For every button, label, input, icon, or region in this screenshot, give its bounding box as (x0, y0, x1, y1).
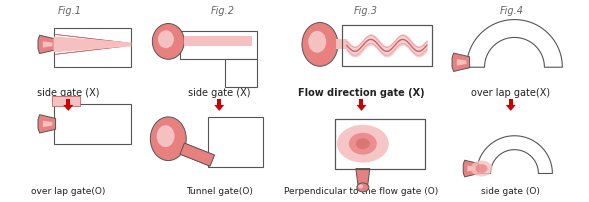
Ellipse shape (357, 183, 369, 192)
Polygon shape (463, 160, 479, 177)
Bar (184, 37, 252, 47)
Text: Perpendicular to the flow gate (O): Perpendicular to the flow gate (O) (284, 186, 439, 195)
Polygon shape (180, 143, 214, 166)
Bar (359, 100, 363, 105)
Ellipse shape (471, 161, 492, 177)
Bar (509, 100, 513, 105)
Bar (335, 119, 425, 169)
Bar (225, 60, 257, 88)
Polygon shape (356, 105, 366, 111)
Text: Fig.2: Fig.2 (211, 6, 235, 16)
Ellipse shape (308, 32, 326, 53)
Ellipse shape (337, 125, 389, 163)
Ellipse shape (158, 31, 174, 49)
Bar (336, 40, 347, 50)
Bar (54, 28, 131, 68)
Polygon shape (477, 136, 552, 174)
Polygon shape (468, 166, 476, 172)
Text: side gate (X): side gate (X) (37, 88, 100, 98)
Text: Fig.4: Fig.4 (500, 6, 524, 16)
Ellipse shape (153, 24, 184, 60)
Polygon shape (506, 105, 516, 111)
Bar (180, 32, 257, 60)
Bar (342, 25, 432, 67)
Ellipse shape (150, 117, 186, 161)
Ellipse shape (349, 133, 377, 155)
Polygon shape (63, 105, 73, 111)
Text: over lap gate(O): over lap gate(O) (31, 186, 105, 195)
Polygon shape (356, 169, 370, 184)
Text: side gate (X): side gate (X) (188, 88, 250, 98)
Polygon shape (55, 35, 124, 55)
Polygon shape (43, 42, 52, 48)
Bar (217, 100, 221, 105)
Polygon shape (180, 143, 214, 166)
Bar (342, 25, 432, 67)
Bar (52, 97, 80, 106)
Text: Fig.3: Fig.3 (354, 6, 378, 16)
Text: Flow direction gate (X): Flow direction gate (X) (298, 88, 425, 98)
Ellipse shape (356, 139, 370, 149)
Text: side gate (O): side gate (O) (481, 186, 540, 195)
Polygon shape (38, 36, 55, 54)
Ellipse shape (358, 184, 363, 188)
Ellipse shape (302, 23, 338, 67)
Ellipse shape (157, 126, 174, 147)
Bar (54, 104, 131, 144)
Polygon shape (452, 54, 469, 72)
Bar (335, 119, 425, 169)
Polygon shape (466, 20, 562, 68)
Polygon shape (214, 105, 224, 111)
Polygon shape (184, 37, 252, 47)
Polygon shape (43, 121, 52, 127)
Text: Fig.1: Fig.1 (58, 6, 82, 16)
Text: Tunnel gate(O): Tunnel gate(O) (186, 186, 253, 195)
Bar (208, 117, 263, 167)
Polygon shape (38, 115, 55, 133)
Ellipse shape (475, 164, 488, 173)
Polygon shape (457, 60, 466, 66)
Bar (67, 100, 70, 105)
Polygon shape (54, 37, 131, 53)
Text: over lap gate(X): over lap gate(X) (471, 88, 550, 98)
